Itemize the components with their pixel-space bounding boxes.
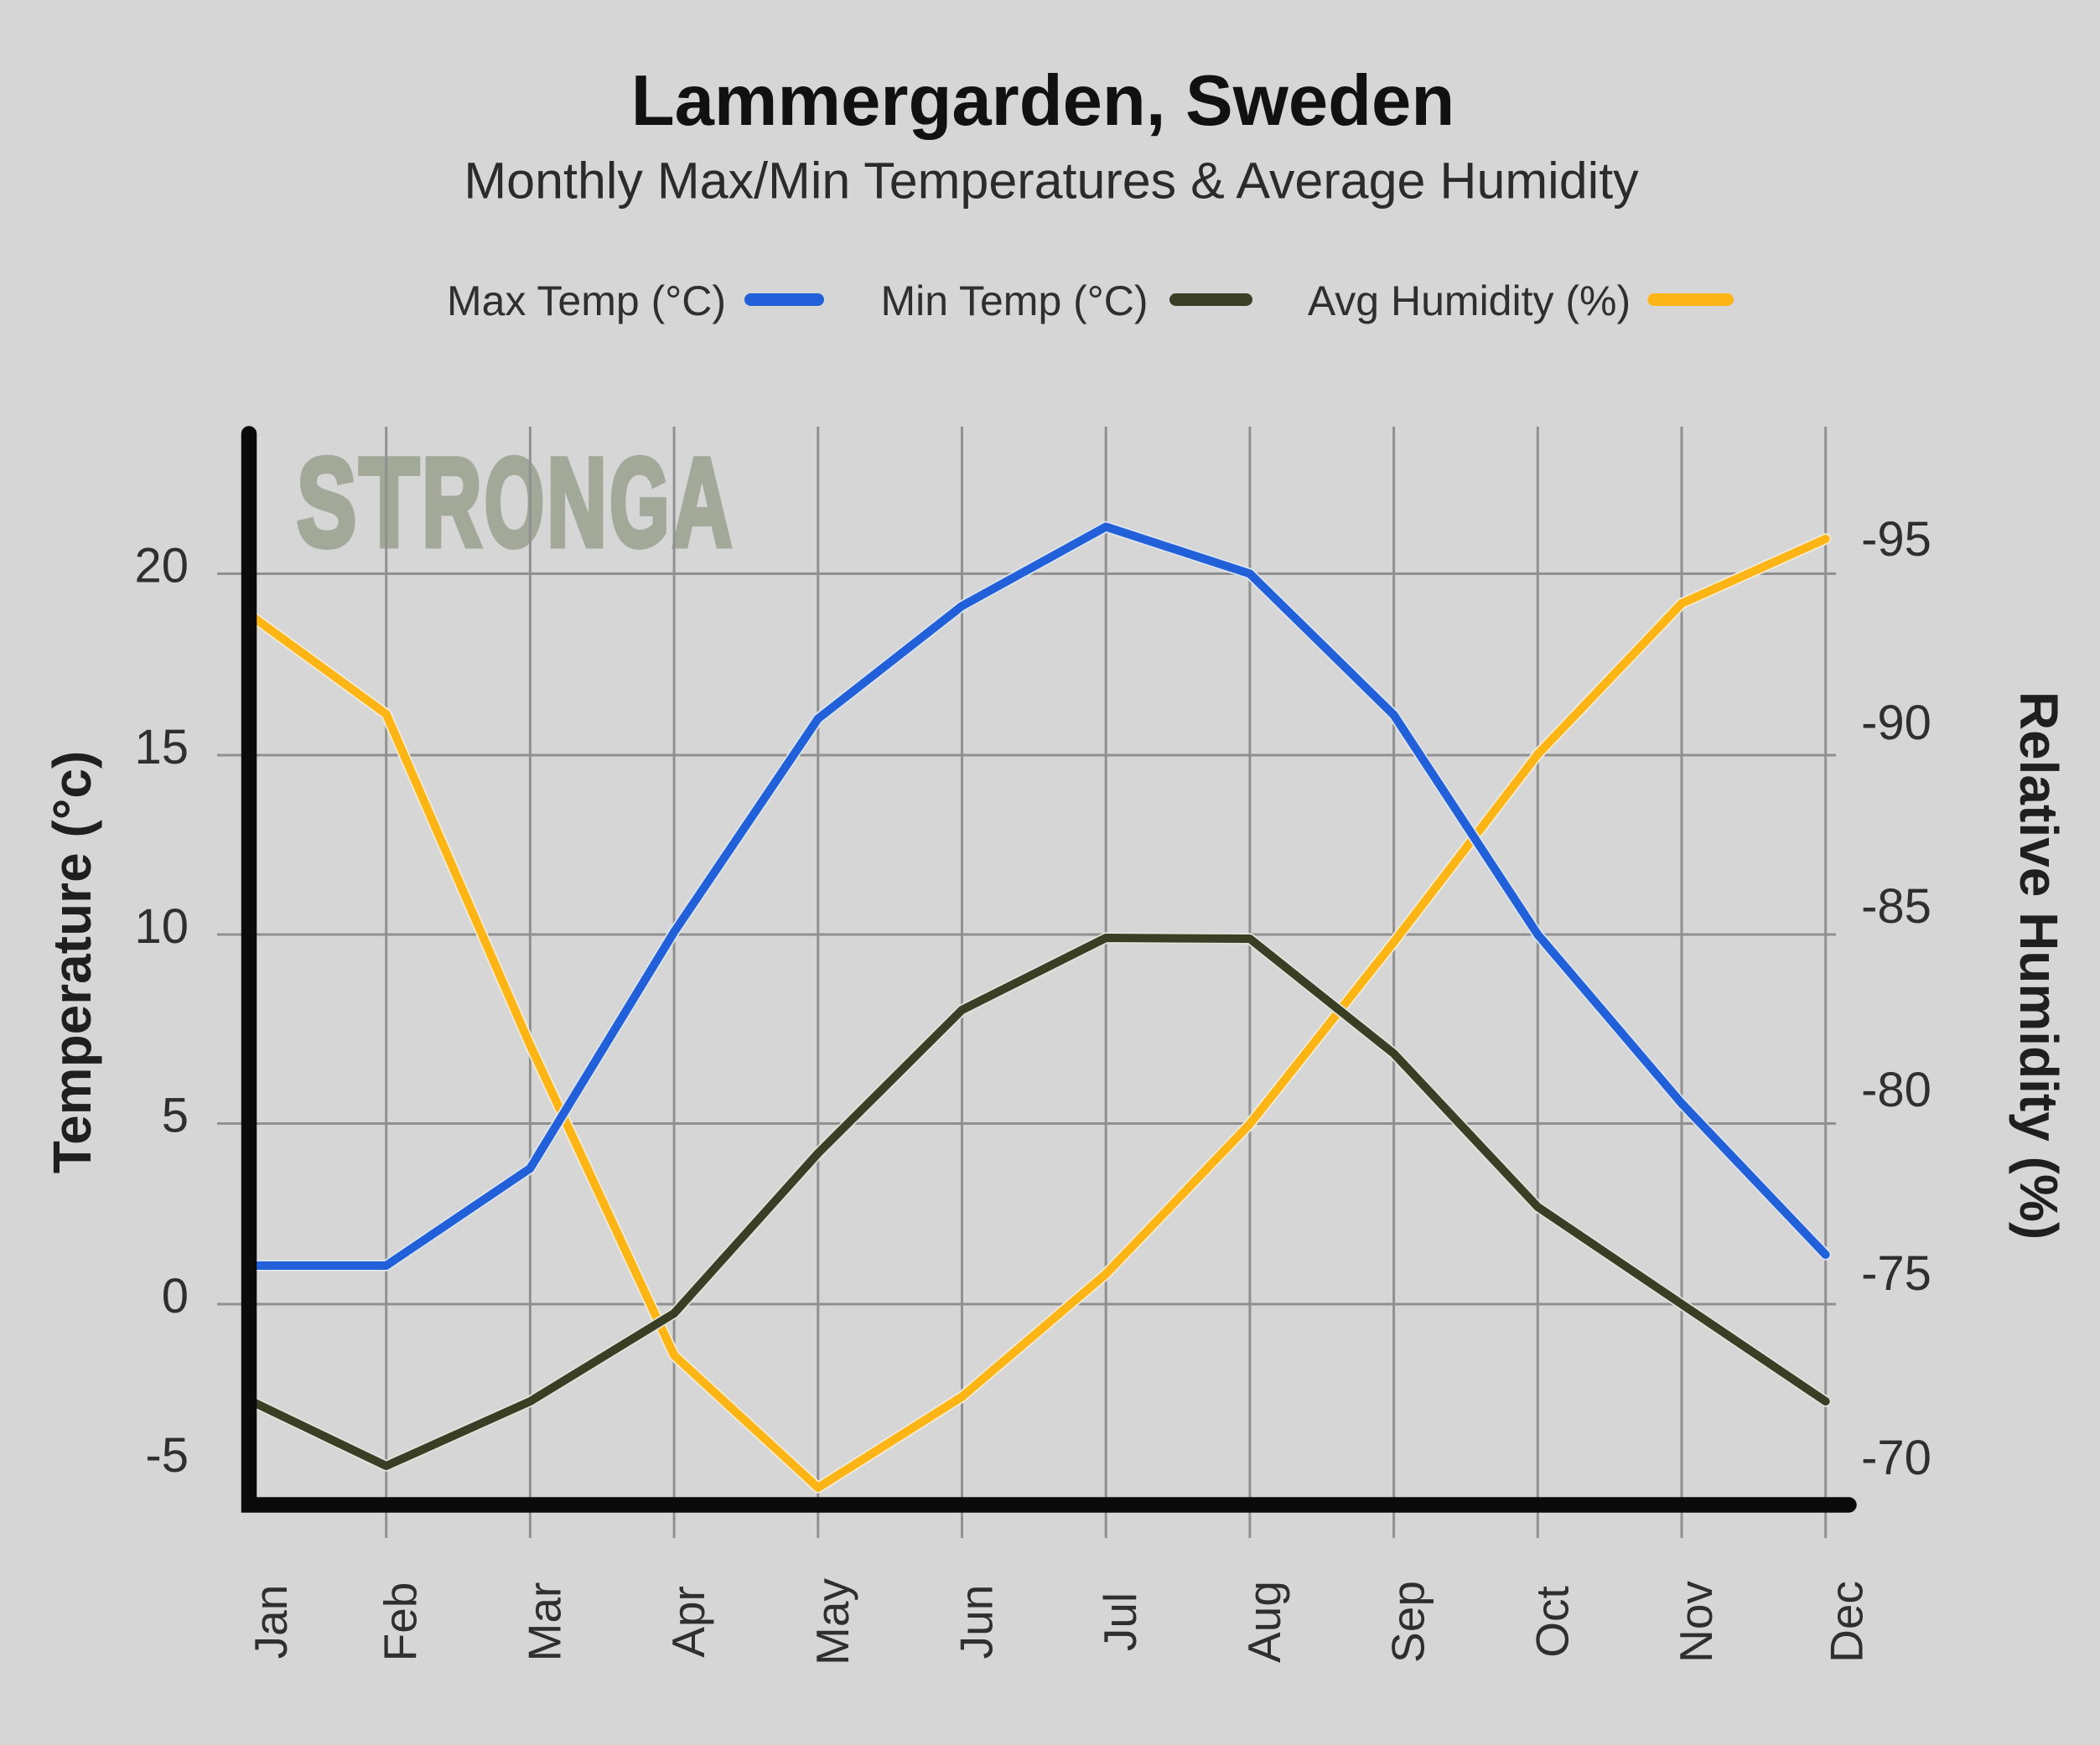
svg-text:-85: -85 — [1861, 879, 1931, 934]
svg-text:Sep: Sep — [1382, 1581, 1434, 1663]
svg-text:-75: -75 — [1861, 1246, 1931, 1301]
svg-text:Temperature (°c): Temperature (°c) — [42, 751, 102, 1174]
svg-text:Monthly Max/Min Temperatures &: Monthly Max/Min Temperatures & Average H… — [464, 153, 1639, 210]
svg-text:Nov: Nov — [1670, 1581, 1722, 1663]
svg-text:T: T — [360, 432, 419, 572]
svg-text:0: 0 — [162, 1269, 189, 1323]
svg-text:Dec: Dec — [1821, 1581, 1873, 1663]
svg-text:Lammergarden, Sweden: Lammergarden, Sweden — [631, 61, 1455, 141]
svg-text:Oct: Oct — [1526, 1586, 1578, 1658]
svg-text:O: O — [485, 432, 544, 572]
svg-text:Feb: Feb — [375, 1582, 427, 1662]
svg-text:G: G — [609, 432, 669, 572]
svg-text:-80: -80 — [1861, 1063, 1931, 1117]
svg-text:N: N — [547, 432, 607, 572]
svg-text:Jan: Jan — [245, 1585, 297, 1660]
svg-text:10: 10 — [134, 899, 189, 954]
svg-text:S: S — [297, 432, 356, 572]
svg-text:Jul: Jul — [1094, 1592, 1146, 1651]
svg-text:Apr: Apr — [662, 1586, 714, 1658]
svg-text:Mar: Mar — [518, 1582, 570, 1662]
svg-text:-70: -70 — [1861, 1431, 1931, 1485]
svg-text:May: May — [806, 1578, 858, 1665]
svg-text:Aug: Aug — [1238, 1581, 1290, 1663]
svg-text:-90: -90 — [1861, 696, 1931, 750]
svg-text:Max Temp (°C): Max Temp (°C) — [447, 277, 726, 324]
svg-text:Avg Humidity (%): Avg Humidity (%) — [1308, 277, 1631, 324]
svg-text:15: 15 — [134, 720, 189, 774]
svg-text:-95: -95 — [1861, 512, 1931, 567]
svg-text:5: 5 — [162, 1089, 189, 1143]
svg-text:20: 20 — [134, 539, 189, 593]
svg-text:Min Temp (°C): Min Temp (°C) — [880, 277, 1148, 324]
svg-text:-5: -5 — [145, 1428, 189, 1483]
svg-text:Jun: Jun — [951, 1585, 1003, 1660]
svg-text:A: A — [672, 432, 732, 572]
svg-text:R: R — [422, 432, 481, 572]
svg-text:Relative Humidity (%): Relative Humidity (%) — [2009, 691, 2069, 1240]
